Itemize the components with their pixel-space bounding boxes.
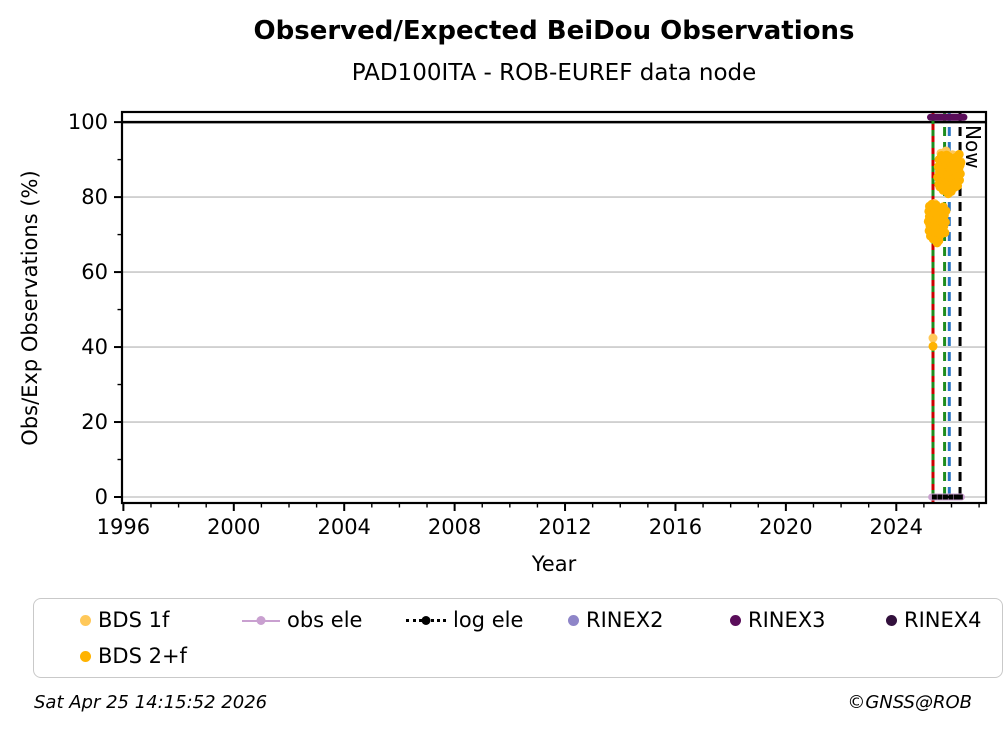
legend-item-label: log ele	[453, 608, 524, 632]
x-tick-label: 2024	[870, 515, 923, 539]
y-tick-label: 100	[68, 110, 108, 134]
x-axis-label: Year	[531, 552, 577, 576]
rinex4-swatch-icon	[886, 614, 897, 626]
legend-item-bds-1f: BDS 1f	[80, 607, 169, 633]
data-point-bds-2-f	[954, 149, 964, 159]
legend-item-label: BDS 2+f	[98, 644, 187, 668]
y-tick-label: 60	[81, 260, 108, 284]
x-tick-label: 2020	[759, 515, 812, 539]
legend-item-rinex4: RINEX4	[886, 607, 982, 633]
legend-item-label: RINEX3	[748, 608, 826, 632]
y-tick-label: 80	[81, 185, 108, 209]
now-annotation: Now	[961, 125, 985, 169]
data-point-bds-2-f	[940, 217, 950, 227]
chart-title: Observed/Expected BeiDou Observations	[253, 16, 855, 46]
x-tick-label: 2016	[649, 515, 702, 539]
legend-item-rinex2: RINEX2	[568, 607, 664, 633]
data-point-bds-2-f	[941, 206, 951, 216]
chart-subtitle: PAD100ITA - ROB-EUREF data node	[351, 60, 757, 86]
legend-box: BDS 1f BDS 2+f obs ele log ele RINEX2 RINEX3 R…	[33, 598, 1003, 678]
plot-area: 1996 2000 2004 2008 2012 2016 2020 2024 0 20 40 60 8…	[68, 110, 988, 539]
x-tick-label: 2008	[428, 515, 481, 539]
bds-2-f-swatch-icon	[80, 650, 91, 662]
obs-ele-swatch-icon	[242, 615, 280, 626]
log-ele-swatch-icon	[406, 615, 446, 626]
x-tick-label: 2012	[538, 515, 591, 539]
legend-item-log-ele: log ele	[406, 607, 523, 633]
data-point-bds-2-f	[928, 341, 938, 351]
data-point-bds-1f	[928, 333, 938, 343]
log-ele-marker	[937, 494, 943, 500]
legend-item-label: RINEX4	[904, 608, 982, 632]
data-point-bds-2-f	[956, 158, 966, 168]
y-axis-label: Obs/Exp Observations (%)	[18, 170, 42, 446]
legend-item-label: BDS 1f	[98, 608, 170, 632]
y-tick-label: 0	[95, 485, 108, 509]
y-tick-label: 40	[81, 335, 108, 359]
log-ele-marker	[942, 494, 948, 500]
log-ele-marker	[948, 494, 954, 500]
data-point-bds-2-f	[940, 228, 950, 238]
plot-frame	[120, 110, 988, 505]
x-tick-label: 1996	[97, 515, 150, 539]
rinex2-swatch-icon	[568, 614, 579, 626]
plot-timestamp: Sat Apr 25 14:15:52 2026	[34, 692, 268, 713]
legend-item-obs-ele: obs ele	[242, 607, 362, 633]
log-ele-marker	[931, 494, 937, 500]
bds-1f-swatch-icon	[80, 614, 91, 626]
x-tick-label: 2004	[317, 515, 370, 539]
legend-item-bds-2-f: BDS 2+f	[80, 643, 187, 669]
data-point-bds-2-f	[955, 169, 965, 179]
log-ele-marker	[953, 494, 959, 500]
legend-item-label: obs ele	[287, 608, 363, 632]
rinex3-swatch-icon	[730, 614, 741, 626]
y-tick-label: 20	[81, 410, 108, 434]
legend-item-rinex3: RINEX3	[730, 607, 826, 633]
copyright-credit: ©GNSS@ROB	[847, 692, 972, 713]
x-tick-label: 2000	[207, 515, 260, 539]
log-ele-marker	[957, 494, 963, 500]
legend-item-label: RINEX2	[586, 608, 664, 632]
